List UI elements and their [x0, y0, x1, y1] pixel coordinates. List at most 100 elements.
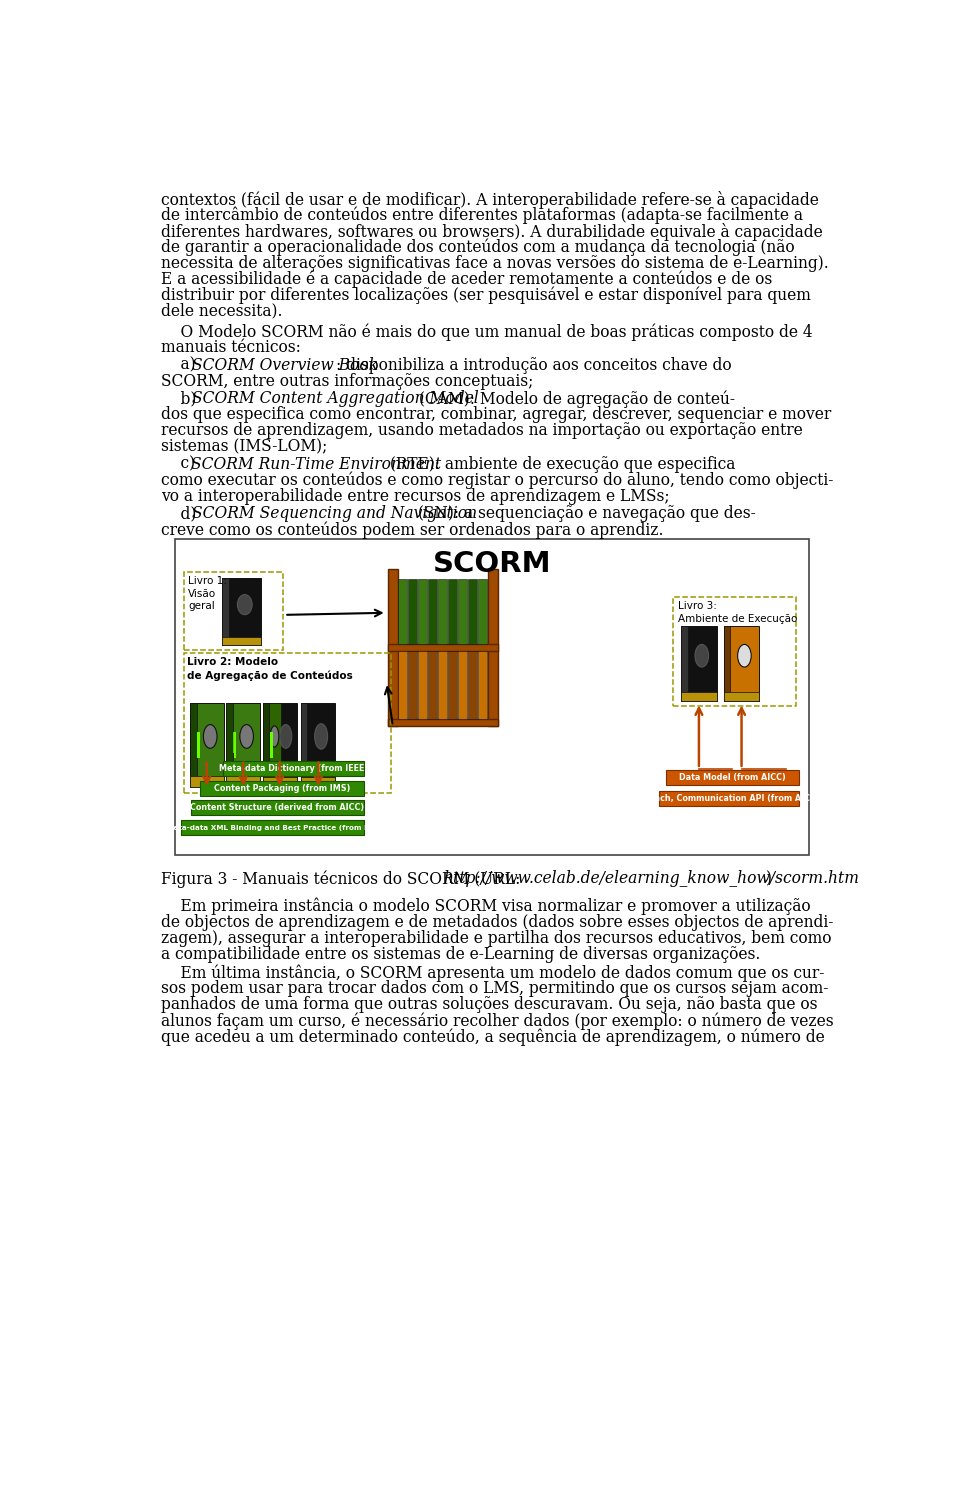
Bar	[408, 579, 418, 644]
Bar	[428, 650, 438, 719]
Bar	[724, 692, 759, 701]
Bar	[724, 625, 759, 701]
Text: Livro 2: Modelo: Livro 2: Modelo	[187, 658, 278, 667]
Bar	[301, 777, 335, 787]
Bar	[270, 732, 273, 757]
Text: http://www.celab.de/elearning_know_how/scorm.htm: http://www.celab.de/elearning_know_how/s…	[444, 870, 859, 888]
Bar	[488, 569, 498, 726]
Text: manuais técnicos:: manuais técnicos:	[161, 339, 300, 356]
Bar	[200, 781, 364, 796]
Bar	[388, 569, 398, 726]
Bar	[227, 702, 233, 787]
Text: sistemas (IMS-LOM);: sistemas (IMS-LOM);	[161, 438, 327, 454]
Bar	[458, 579, 468, 644]
Text: Data Model (from AICC): Data Model (from AICC)	[679, 774, 785, 783]
Text: SCORM: SCORM	[433, 549, 551, 578]
Bar	[263, 702, 269, 787]
Bar	[419, 579, 427, 644]
Text: Visão: Visão	[188, 588, 216, 598]
Bar	[181, 820, 364, 835]
Bar	[233, 732, 236, 757]
Text: de garantir a operacionalidade dos conteúdos com a mudança da tecnologia (não: de garantir a operacionalidade dos conte…	[161, 239, 795, 255]
Text: de Agregação de Conteúdos: de Agregação de Conteúdos	[187, 670, 353, 680]
Bar	[398, 650, 407, 719]
Bar	[398, 579, 407, 644]
Text: a compatibilidade entre os sistemas de e-Learning de diversas organizações.: a compatibilidade entre os sistemas de e…	[161, 946, 760, 962]
Text: SCORM, entre outras informações conceptuais;: SCORM, entre outras informações conceptu…	[161, 373, 534, 389]
Bar	[448, 579, 457, 644]
Bar	[197, 732, 200, 757]
Text: Livro 1:: Livro 1:	[188, 576, 228, 585]
Text: : disponibiliza a introdução aos conceitos chave do: : disponibiliza a introdução aos conceit…	[336, 356, 732, 374]
Bar	[263, 777, 297, 787]
Bar	[681, 625, 717, 701]
Ellipse shape	[204, 725, 217, 748]
Bar	[448, 650, 457, 719]
Text: SCORM Run-Time Environment: SCORM Run-Time Environment	[191, 456, 442, 472]
Bar	[190, 800, 364, 815]
Bar	[724, 625, 731, 701]
Text: creve como os conteúdos podem ser ordenados para o aprendiz.: creve como os conteúdos podem ser ordena…	[161, 521, 663, 539]
Text: Content Packaging (from IMS): Content Packaging (from IMS)	[214, 784, 350, 793]
Text: vo a interoperabilidade entre recursos de aprendizagem e LMSs;: vo a interoperabilidade entre recursos d…	[161, 487, 670, 505]
Text: (SN): a sequenciação e navegação que des-: (SN): a sequenciação e navegação que des…	[413, 505, 756, 523]
Text: de intercâmbio de conteúdos entre diferentes plataformas (adapta-se facilmente a: de intercâmbio de conteúdos entre difere…	[161, 206, 804, 224]
Text: necessita de alterações significativas face a novas versões do sistema de e-Lear: necessita de alterações significativas f…	[161, 254, 828, 272]
Text: (Meta-data XML Binding and Best Practice (from IMS): (Meta-data XML Binding and Best Practice…	[163, 824, 382, 830]
Bar	[468, 579, 477, 644]
Bar	[233, 732, 236, 753]
Text: Launch, Communication API (from AICC): Launch, Communication API (from AICC)	[638, 794, 820, 803]
Bar	[660, 790, 799, 806]
Bar	[263, 702, 281, 787]
Text: recursos de aprendizagem, usando metadados na importação ou exportação entre: recursos de aprendizagem, usando metadad…	[161, 422, 803, 440]
Text: Figura 3 - Manuais técnicos do SCORM (URL:: Figura 3 - Manuais técnicos do SCORM (UR…	[161, 870, 525, 888]
Text: SCORM Content Aggregation Model: SCORM Content Aggregation Model	[192, 391, 479, 407]
Bar	[263, 702, 297, 787]
Bar	[665, 771, 799, 786]
Bar	[227, 777, 260, 787]
Bar	[468, 650, 477, 719]
Text: SCORM Sequencing and Navigation: SCORM Sequencing and Navigation	[192, 505, 477, 523]
Ellipse shape	[737, 644, 751, 667]
Bar	[419, 650, 427, 719]
Text: dos que especifica como encontrar, combinar, agregar, descrever, sequenciar e mo: dos que especifica como encontrar, combi…	[161, 405, 831, 423]
Bar	[223, 762, 364, 777]
Bar	[227, 702, 260, 787]
Bar	[190, 702, 197, 787]
Text: alunos façam um curso, é necessário recolher dados (por exemplo: o número de vez: alunos façam um curso, é necessário reco…	[161, 1013, 833, 1029]
Bar	[438, 579, 447, 644]
Bar	[301, 702, 335, 787]
Text: contextos (fácil de usar e de modificar). A interoperabilidade refere-se à capac: contextos (fácil de usar e de modificar)…	[161, 190, 819, 208]
Bar	[223, 578, 229, 644]
Text: d): d)	[161, 505, 202, 523]
Text: de objectos de aprendizagem e de metadados (dados sobre esses objectos de aprend: de objectos de aprendizagem e de metadad…	[161, 913, 833, 931]
Text: que acedeu a um determinado conteúdo, a sequência de aprendizagem, o número de: que acedeu a um determinado conteúdo, a …	[161, 1028, 825, 1045]
Text: (RTE): ambiente de execução que especifica: (RTE): ambiente de execução que especifi…	[385, 456, 735, 472]
Bar	[388, 719, 498, 726]
Text: c): c)	[161, 456, 200, 472]
Ellipse shape	[237, 594, 252, 615]
Text: E a acessibilidade é a capacidade de aceder remotamente a conteúdos e de os: E a acessibilidade é a capacidade de ace…	[161, 270, 773, 288]
Bar	[190, 702, 224, 787]
Ellipse shape	[271, 726, 278, 747]
Bar	[673, 597, 796, 707]
Text: panhados de uma forma que outras soluções descuravam. Ou seja, não basta que os: panhados de uma forma que outras soluçõe…	[161, 996, 818, 1013]
Text: Content Structure (derived from AICC): Content Structure (derived from AICC)	[190, 803, 365, 812]
Bar	[197, 732, 200, 753]
Bar	[183, 653, 392, 793]
Bar	[388, 644, 498, 650]
Bar	[478, 650, 488, 719]
Text: SCORM Overview Book: SCORM Overview Book	[192, 356, 378, 374]
Text: Em primeira instância o modelo SCORM visa normalizar e promover a utilização: Em primeira instância o modelo SCORM vis…	[161, 897, 810, 915]
Bar	[681, 625, 687, 701]
Ellipse shape	[279, 725, 292, 748]
Text: Livro 3:: Livro 3:	[678, 601, 717, 610]
Text: ): )	[766, 870, 772, 888]
Bar	[223, 578, 261, 644]
Bar	[428, 579, 438, 644]
Bar	[183, 572, 283, 650]
Bar	[438, 650, 447, 719]
Text: Meta-data Dictionary (from IEEE): Meta-data Dictionary (from IEEE)	[219, 765, 369, 774]
Text: sos podem usar para trocar dados com o LMS, permitindo que os cursos sejam acom-: sos podem usar para trocar dados com o L…	[161, 980, 828, 996]
Text: O Modelo SCORM não é mais do que um manual de boas práticas composto de 4: O Modelo SCORM não é mais do que um manu…	[161, 324, 813, 340]
